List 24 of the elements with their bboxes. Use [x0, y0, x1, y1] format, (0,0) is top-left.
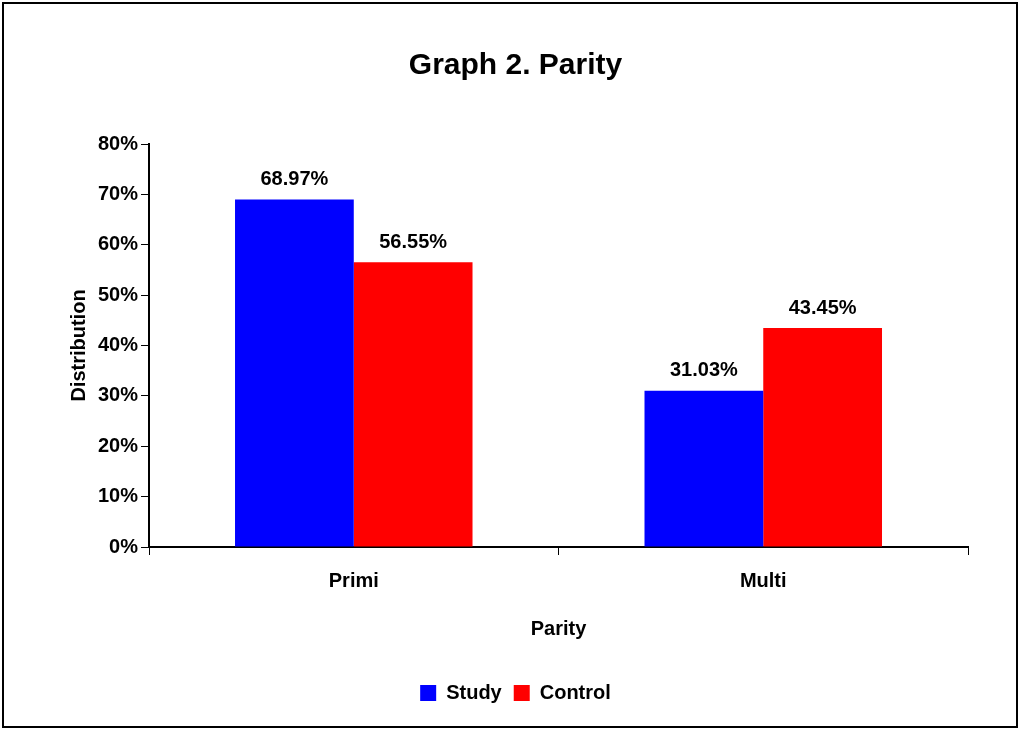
y-tick-label: 40%: [98, 333, 139, 356]
y-tick-label: 0%: [109, 534, 139, 557]
data-label: 56.55%: [379, 229, 448, 252]
bar: [644, 390, 764, 547]
x-tick-label: Multi: [739, 568, 787, 591]
data-label: 68.97%: [260, 167, 329, 190]
legend-label: Control: [539, 680, 611, 703]
x-axis-title: Parity: [530, 616, 588, 639]
legend-label: Study: [446, 680, 503, 703]
bar: [235, 199, 354, 547]
y-tick-label: 10%: [98, 484, 139, 507]
y-tick-label: 70%: [98, 181, 139, 204]
y-tick-label: 60%: [98, 232, 139, 255]
chart-title: Graph 2. Parity: [408, 47, 623, 81]
y-tick-label: 80%: [98, 131, 139, 154]
y-tick-label: 30%: [98, 383, 139, 406]
data-label: 31.03%: [669, 358, 739, 381]
y-axis-title: Distribution: [66, 289, 89, 402]
x-tick-label: Primi: [328, 568, 379, 591]
y-tick-label: 20%: [98, 433, 139, 456]
bar: [763, 328, 883, 547]
bar: [353, 262, 473, 547]
data-label: 43.45%: [788, 295, 857, 318]
y-tick-label: 50%: [98, 282, 139, 305]
